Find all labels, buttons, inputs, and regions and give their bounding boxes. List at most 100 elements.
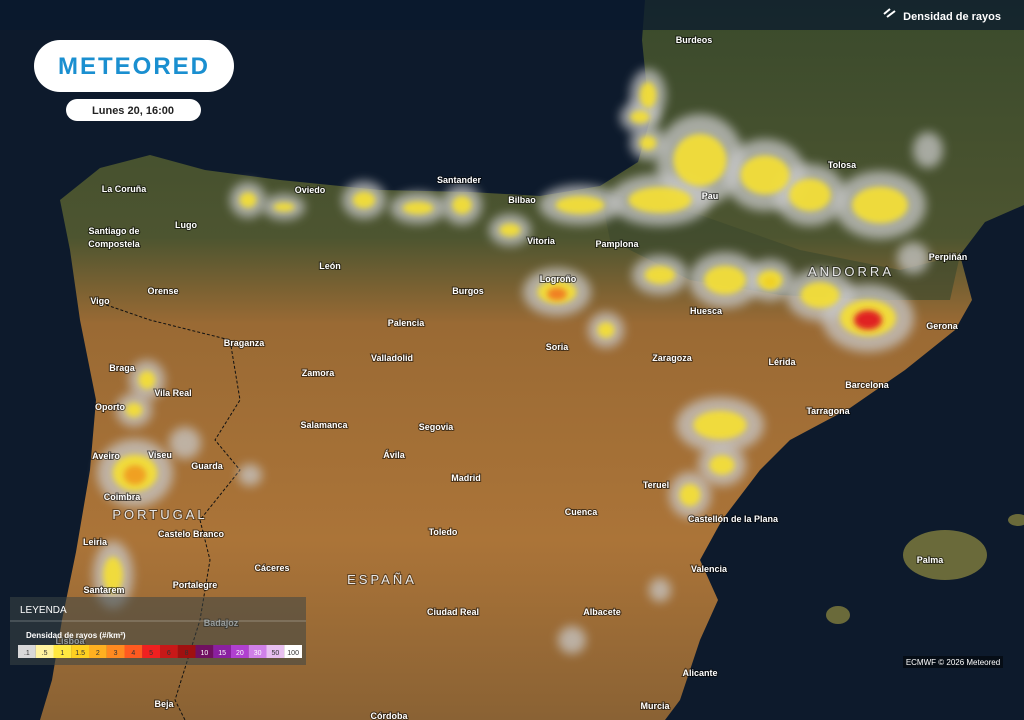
- legend-swatch: [106, 645, 125, 658]
- place-label: Vila Real: [154, 388, 191, 398]
- place-label: Orense: [147, 286, 178, 296]
- storm-core: [273, 202, 295, 212]
- legend-subtitle: Densidad de rayos (#/km²): [26, 631, 126, 640]
- legend-step: 10: [200, 650, 208, 657]
- place-label: Soria: [546, 342, 570, 352]
- place-label: Pamplona: [595, 239, 639, 249]
- storm-peak: [854, 310, 882, 330]
- header-title: Densidad de rayos: [903, 11, 1001, 23]
- place-label: Palencia: [388, 318, 426, 328]
- storm-core: [352, 191, 376, 209]
- place-label: Tarragona: [806, 406, 850, 416]
- place-label: Madrid: [451, 473, 481, 483]
- legend-swatch: [18, 645, 36, 658]
- legend-step: 20: [236, 650, 244, 657]
- storm-peak: [547, 287, 567, 301]
- place-label: Ciudad Real: [427, 607, 479, 617]
- storm-peak: [763, 276, 777, 288]
- storm-core: [800, 282, 840, 308]
- place-label: Segovia: [419, 422, 455, 432]
- legend-step: 15: [218, 650, 226, 657]
- storm-core: [673, 134, 727, 186]
- storm-halo: [649, 578, 671, 602]
- legend-swatch: [160, 645, 178, 658]
- place-label: Oporto: [95, 402, 125, 412]
- storm-core: [852, 186, 908, 224]
- place-label: Alicante: [682, 668, 717, 678]
- storm-core: [639, 82, 657, 108]
- place-label: Valencia: [691, 564, 728, 574]
- legend-swatch: [89, 645, 107, 658]
- place-label: Lérida: [768, 357, 796, 367]
- place-label: Córdoba: [371, 711, 409, 720]
- place-label: Salamanca: [300, 420, 348, 430]
- place-label: Gerona: [926, 321, 959, 331]
- place-label: Braga: [109, 363, 136, 373]
- place-label: Zaragoza: [652, 353, 693, 363]
- place-label: Burgos: [452, 286, 484, 296]
- storm-core: [239, 192, 257, 208]
- legend-swatch: [266, 645, 285, 658]
- legend-swatch: [284, 645, 302, 658]
- legend-swatch: [142, 645, 160, 658]
- storm-core: [402, 201, 434, 215]
- region-label: ESPAÑA: [347, 572, 417, 587]
- place-label: Palma: [917, 555, 945, 565]
- legend-scale: .1 .5 1 1.5 2 3 4 5 6 8 10 15 20 30 50 100: [18, 645, 302, 658]
- legend-step: 6: [167, 650, 171, 657]
- island: [903, 530, 987, 580]
- legend-swatch: [71, 645, 89, 658]
- place-label: Braganza: [224, 338, 266, 348]
- logo-badge: [34, 40, 234, 92]
- legend-step: 5: [149, 650, 153, 657]
- storm-core: [709, 455, 735, 475]
- place-label: Compostela: [88, 239, 141, 249]
- place-label: Santander: [437, 175, 482, 185]
- place-label: Guarda: [191, 461, 224, 471]
- place-label: Cáceres: [254, 563, 289, 573]
- legend-swatch: [124, 645, 143, 658]
- place-label: Toledo: [429, 527, 458, 537]
- storm-halo: [169, 427, 201, 459]
- place-label: Aveiro: [92, 451, 120, 461]
- legend-swatch: [177, 645, 196, 658]
- credit: ECMWF © 2026 Meteored: [906, 658, 1000, 667]
- place-label: Huesca: [690, 306, 723, 316]
- header-bar: [0, 0, 1024, 30]
- legend-swatch: [195, 645, 214, 658]
- legend-step: 8: [185, 650, 189, 657]
- storm-core: [138, 370, 156, 390]
- place-label: Vigo: [90, 296, 110, 306]
- storm-halo: [897, 242, 929, 274]
- place-label: Santiago de: [88, 226, 139, 236]
- place-label: Castelo Branco: [158, 529, 225, 539]
- storm-core: [639, 135, 657, 151]
- storm-core: [644, 265, 676, 285]
- storm-core: [630, 110, 650, 124]
- storm-peak: [123, 465, 147, 485]
- place-label: Santarem: [83, 585, 124, 595]
- place-label: Zamora: [302, 368, 336, 378]
- place-label: Leiria: [83, 537, 108, 547]
- storm-halo: [238, 464, 262, 486]
- place-label: Valladolid: [371, 353, 413, 363]
- legend-step: 1.5: [75, 650, 85, 657]
- storm-core: [597, 322, 615, 338]
- credit-bg: [903, 656, 1003, 668]
- logo: METEORED: [58, 53, 210, 80]
- storm-halo: [558, 626, 586, 654]
- storm-core: [679, 483, 701, 507]
- island: [1008, 514, 1024, 526]
- storm-core: [125, 402, 143, 418]
- place-label: Barcelona: [845, 380, 890, 390]
- island: [826, 606, 850, 624]
- place-label: Pau: [702, 191, 719, 201]
- place-label: La Coruña: [102, 184, 147, 194]
- storm-core: [555, 195, 605, 215]
- place-label: Beja: [154, 699, 174, 709]
- legend-step: .5: [42, 650, 48, 657]
- legend-swatch: [53, 645, 72, 658]
- place-label: Lugo: [175, 220, 197, 230]
- storm-core: [693, 410, 747, 440]
